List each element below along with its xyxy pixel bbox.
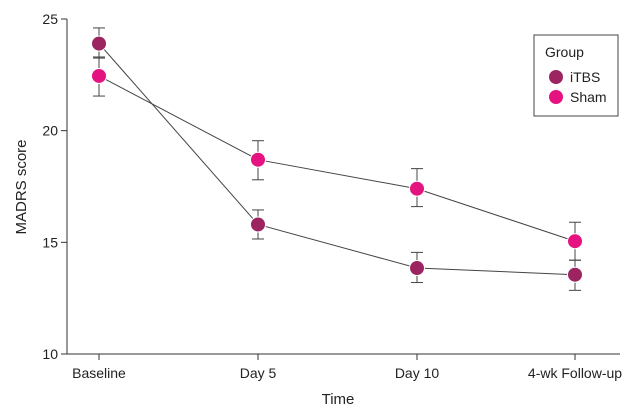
error-bars [93, 27, 581, 291]
axes: 10 15 20 25 Baseline Day 5 Day 10 4-wk Follow-u… [42, 11, 622, 381]
data-points [91, 35, 583, 283]
series-lines [98, 43, 576, 276]
legend-title: Group [545, 44, 584, 60]
data-point-itbs [91, 35, 107, 52]
x-tick-label: Baseline [72, 365, 126, 381]
data-point-itbs [567, 266, 583, 283]
legend-label-itbs: iTBS [570, 69, 600, 85]
legend: Group iTBS Sham [533, 34, 619, 117]
y-axis-title: MADRS score [13, 139, 30, 234]
x-tick-label: Day 5 [240, 365, 277, 381]
data-point-sham [250, 151, 266, 168]
data-point-sham [409, 180, 425, 197]
x-tick-label: 4-wk Follow-up [528, 365, 622, 381]
series-line-sham [98, 75, 576, 242]
data-point-sham [567, 233, 583, 250]
x-axis-title: Time [322, 391, 355, 408]
y-tick-label: 10 [42, 346, 58, 362]
data-point-itbs [409, 260, 425, 277]
series-line-itbs [98, 43, 576, 276]
legend-box [533, 34, 619, 117]
legend-marker-sham [549, 90, 563, 104]
x-tick-label: Day 10 [395, 365, 440, 381]
y-tick-label: 15 [42, 234, 58, 250]
legend-marker-itbs [549, 70, 563, 84]
y-tick-label: 20 [42, 123, 58, 139]
y-tick-label: 25 [42, 11, 58, 27]
data-point-itbs [250, 216, 266, 233]
data-point-sham [91, 67, 107, 84]
legend-label-sham: Sham [570, 89, 607, 105]
